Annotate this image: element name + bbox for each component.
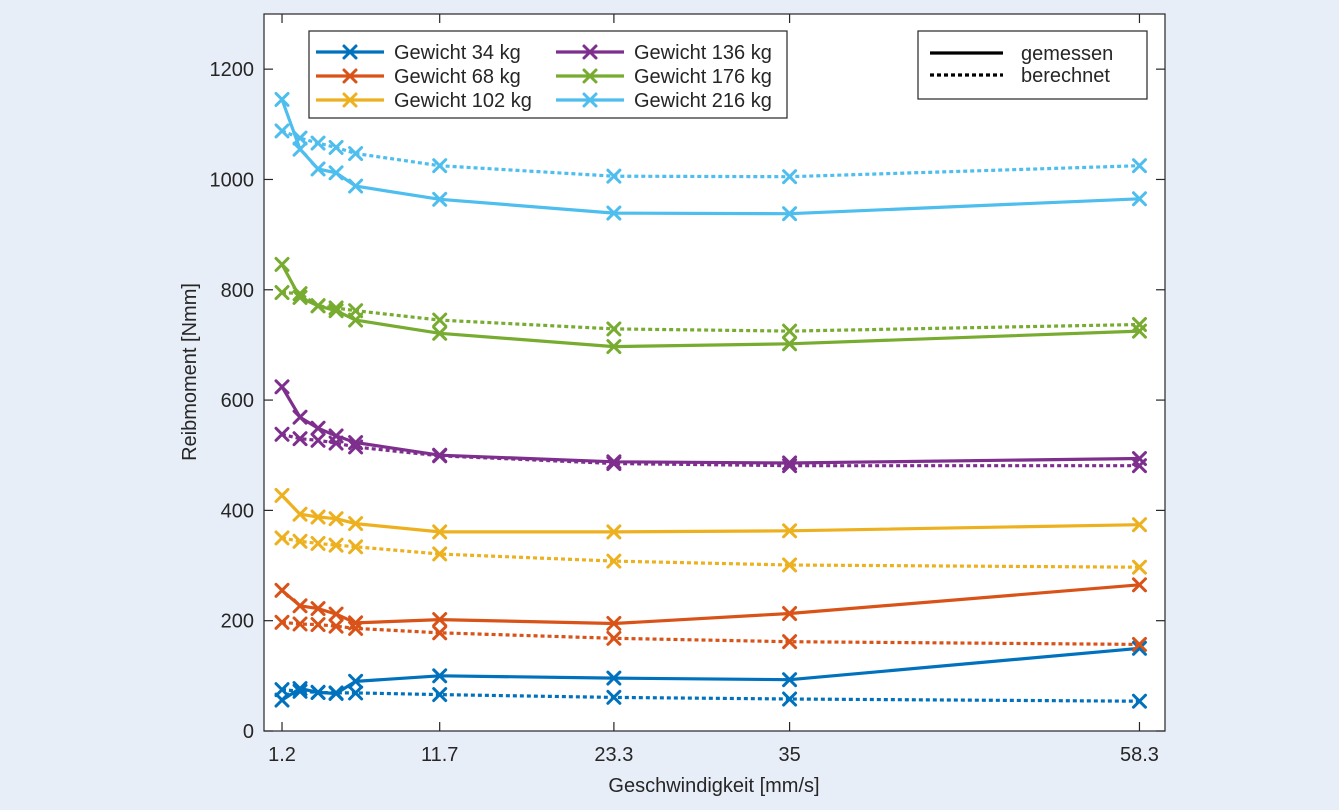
- x-tick-label: 58.3: [1120, 744, 1159, 766]
- y-tick-label: 800: [221, 280, 254, 302]
- legend-label: Gewicht 136 kg: [634, 42, 772, 64]
- y-tick-label: 600: [221, 390, 254, 412]
- x-tick-label: 35: [778, 744, 800, 766]
- y-tick-label: 200: [221, 611, 254, 633]
- style-legend-label: gemessen: [1021, 43, 1113, 65]
- x-tick-label: 23.3: [594, 744, 633, 766]
- y-tick-label: 0: [243, 721, 254, 743]
- legend-label: Gewicht 216 kg: [634, 90, 772, 112]
- style-legend-label: berechnet: [1021, 65, 1110, 87]
- x-tick-label: 1.2: [268, 744, 296, 766]
- legend-label: Gewicht 68 kg: [394, 66, 521, 88]
- y-tick-label: 400: [221, 500, 254, 522]
- legend-label: Gewicht 34 kg: [394, 42, 521, 64]
- legend-label: Gewicht 176 kg: [634, 66, 772, 88]
- x-axis-label: Geschwindigkeit [mm/s]: [608, 775, 819, 797]
- legend-label: Gewicht 102 kg: [394, 90, 532, 112]
- x-tick-label: 11.7: [421, 744, 458, 766]
- y-tick-label: 1000: [210, 169, 255, 191]
- plot-background: [264, 14, 1165, 731]
- y-tick-label: 1200: [210, 59, 255, 81]
- y-axis-label: Reibmoment [Nmm]: [179, 283, 201, 461]
